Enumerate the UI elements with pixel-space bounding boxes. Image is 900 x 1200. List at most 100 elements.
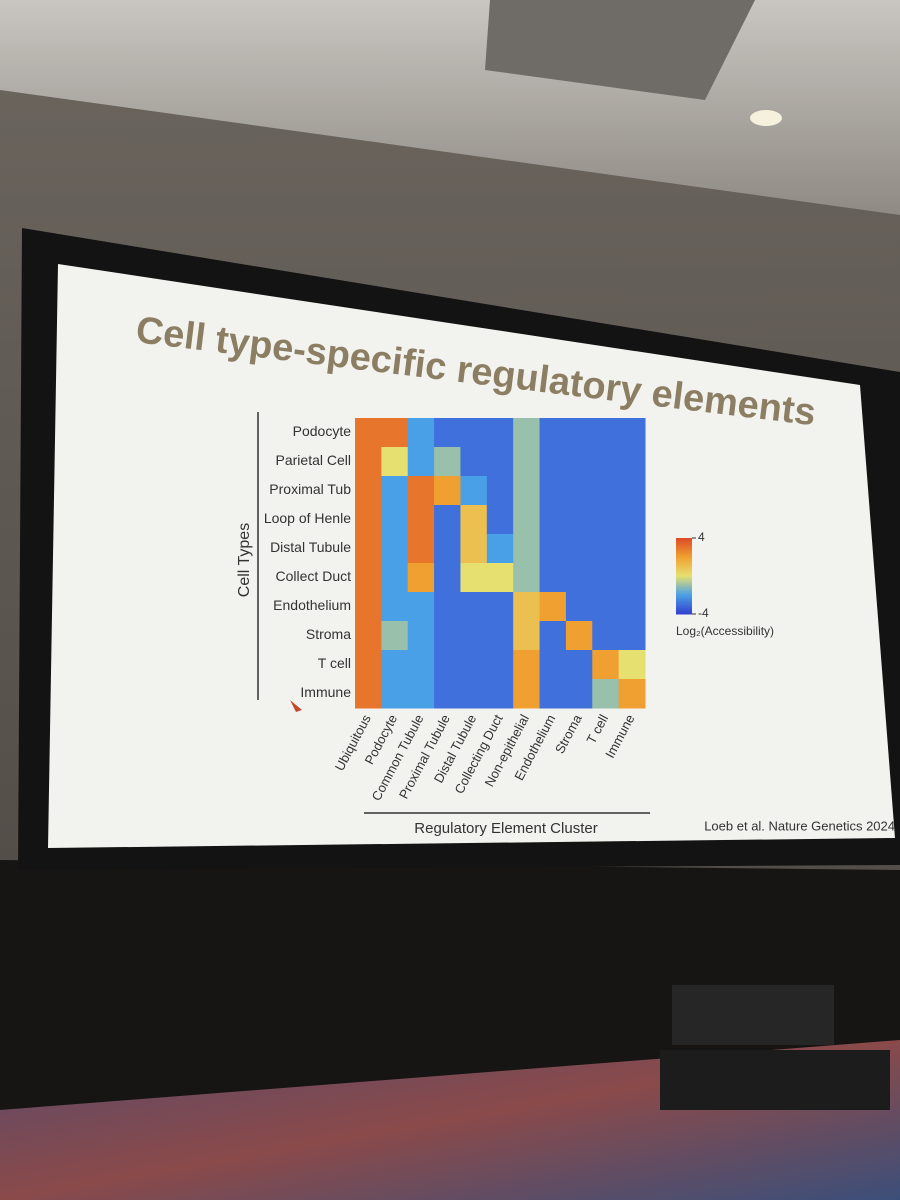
colorbar-segment [676, 553, 692, 556]
heatmap-cell [539, 679, 567, 709]
heatmap-cell [460, 418, 488, 448]
heatmap-cell [618, 418, 646, 448]
heatmap-cell [381, 476, 409, 506]
heatmap-cell [355, 563, 382, 593]
colorbar-segment [676, 589, 692, 592]
row-label: Distal Tubule [270, 539, 351, 555]
heatmap-cell [618, 679, 646, 709]
colorbar-segment [676, 581, 692, 585]
colorbar-segment [676, 558, 692, 562]
heatmap-cell [592, 563, 620, 593]
heatmap-cell [592, 650, 620, 680]
heatmap-cell [513, 621, 541, 651]
x-axis-label: Regulatory Element Cluster [414, 820, 597, 837]
heatmap-cell [592, 476, 620, 506]
colorbar-tick-label: -4 [698, 606, 709, 620]
heatmap-cell [381, 447, 409, 477]
colorbar-segment [676, 608, 692, 611]
heatmap-cell [434, 650, 461, 680]
heatmap-cell [381, 563, 409, 593]
heatmap-cell [513, 534, 541, 564]
heatmap-cell [381, 534, 409, 564]
heatmap-cell [407, 476, 435, 506]
heatmap-cell [381, 679, 409, 709]
colorbar-segment [676, 585, 692, 588]
colorbar-segment [676, 612, 692, 615]
colorbar-segment [676, 572, 692, 575]
heatmap-cell [407, 563, 435, 593]
row-label: Endothelium [273, 597, 351, 613]
heatmap-cell [434, 418, 461, 448]
heatmap-cell [355, 621, 382, 651]
heatmap-cell [460, 650, 488, 680]
heatmap-cell [460, 447, 488, 477]
ceiling-light [750, 110, 782, 126]
colorbar-segment [676, 604, 692, 607]
row-label: Podocyte [293, 423, 352, 439]
heatmap-cell [434, 563, 461, 593]
heatmap-cell [539, 592, 567, 622]
heatmap-cell [486, 534, 514, 564]
heatmap-cell [486, 621, 514, 651]
heatmap-cell [565, 679, 593, 709]
row-label: Parietal Cell [276, 452, 351, 468]
heatmap-cell [460, 534, 488, 564]
heatmap-cell [407, 534, 435, 564]
heatmap-cell [381, 650, 409, 680]
heatmap-cell [486, 505, 514, 535]
colorbar-segment [676, 557, 692, 560]
heatmap-cell [592, 447, 620, 477]
colorbar-segment [676, 541, 692, 545]
heatmap-cell [539, 505, 567, 535]
heatmap-cell [513, 476, 541, 506]
colorbar-segment [676, 606, 692, 609]
heatmap-cell [407, 418, 435, 448]
heatmap-cell [355, 679, 382, 709]
colorbar-segment [676, 600, 692, 604]
heatmap-cell [381, 592, 409, 622]
heatmap-cell [513, 418, 541, 448]
heatmap-cell [434, 534, 461, 564]
citation: Loeb et al. Nature Genetics 2024 [704, 818, 895, 833]
heatmap-cell [460, 621, 488, 651]
heatmap-cell [355, 476, 382, 506]
heatmap-cell [565, 476, 593, 506]
pointer-arrow [290, 700, 302, 712]
colorbar-segment [676, 568, 692, 571]
heatmap-cell [460, 505, 488, 535]
heatmap-cell [565, 592, 593, 622]
heatmap-cell [618, 447, 646, 477]
heatmap-cell [618, 476, 646, 506]
colorbar-segment [676, 570, 692, 573]
colorbar-segment [676, 555, 692, 558]
heatmap-cell [434, 447, 461, 477]
colorbar-segment [676, 538, 692, 541]
colorbar-segment [676, 579, 692, 583]
colorbar-segment [676, 574, 692, 577]
heatmap-cell [460, 592, 488, 622]
colorbar-label: Log₂(Accessibility) [676, 624, 774, 638]
colorbar-segment [676, 583, 692, 586]
heatmap-cell [513, 592, 541, 622]
heatmap-cell [434, 679, 461, 709]
colorbar-segment [676, 593, 692, 596]
heatmap-cell [460, 476, 488, 506]
colorbar-segment [676, 560, 692, 564]
heatmap-cell [539, 476, 567, 506]
heatmap-cell [407, 650, 435, 680]
heatmap-cell [355, 534, 382, 564]
colorbar-tick-label: 4 [698, 530, 705, 544]
heatmap-cell [565, 505, 593, 535]
heatmap-cell [618, 650, 646, 680]
heatmap-cell [565, 563, 593, 593]
heatmap-cell [592, 621, 620, 651]
heatmap-cell [486, 592, 514, 622]
heatmap-cell [460, 563, 488, 593]
heatmap-cell [618, 621, 646, 651]
heatmap-cell [539, 418, 567, 448]
colorbar-segment [676, 566, 692, 569]
colorbar-segment [676, 591, 692, 594]
heatmap-cell [434, 592, 461, 622]
colorbar-segment [676, 577, 692, 581]
